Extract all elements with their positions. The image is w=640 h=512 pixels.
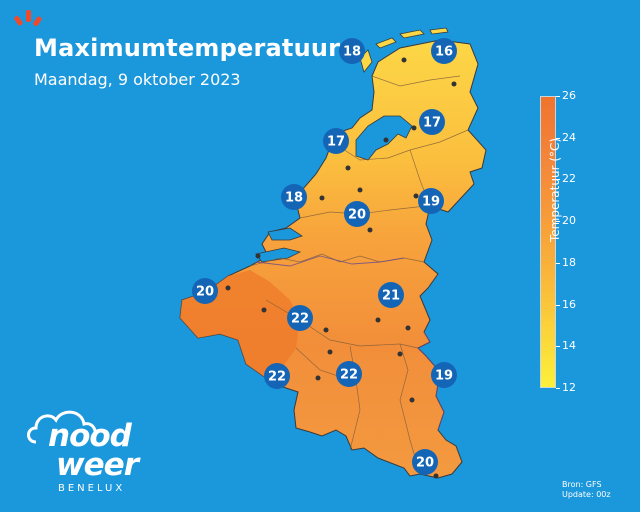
temperature-value: 22 xyxy=(268,370,286,385)
colorbar-label: Temperatuur (°C) xyxy=(548,137,562,242)
country-borders xyxy=(255,255,445,431)
temperature-marker xyxy=(418,188,444,214)
temperature-value: 22 xyxy=(291,312,309,327)
temperature-value: 19 xyxy=(435,369,453,384)
temperature-value: 16 xyxy=(435,45,453,60)
temperature-marker xyxy=(378,282,404,308)
update-line: Update: 00z xyxy=(562,490,611,499)
temperature-marker xyxy=(287,305,313,331)
map-subtitle: Maandag, 9 oktober 2023 xyxy=(34,70,241,89)
colorbar-tick-label: 26 xyxy=(562,89,576,102)
colorbar-tickmark xyxy=(556,262,560,264)
temperature-value: 18 xyxy=(343,45,361,60)
temperature-marker xyxy=(412,449,438,475)
colorbar-tick-label: 18 xyxy=(562,255,576,269)
temperature-marker xyxy=(419,109,445,135)
island-terschelling xyxy=(399,29,425,39)
source-credit: Bron: GFS Update: 00z xyxy=(562,480,611,500)
brand-weer: weer xyxy=(56,447,139,483)
colorbar-tick-label: 16 xyxy=(562,297,576,311)
colorbar-tick-label: 20 xyxy=(562,214,576,228)
colorbar-tick-label: 12 xyxy=(562,381,576,394)
temperature-marker xyxy=(344,201,370,227)
temperature-value: 19 xyxy=(422,195,440,210)
island-ameland xyxy=(429,27,449,35)
temperature-value: 20 xyxy=(416,456,434,471)
temperature-marker xyxy=(336,361,362,387)
temperature-marker xyxy=(281,184,307,210)
temperature-value: 22 xyxy=(340,368,358,383)
temperature-marker xyxy=(431,362,457,388)
temperature-marker xyxy=(192,278,218,304)
cloud-logo-icon xyxy=(27,410,97,444)
temperature-value: 17 xyxy=(423,116,441,131)
zeeland-water-2 xyxy=(255,247,302,263)
temperature-marker xyxy=(323,128,349,154)
temperature-value: 17 xyxy=(327,135,345,150)
temperature-marker xyxy=(431,38,457,64)
temperature-value: 20 xyxy=(348,208,366,223)
colorbar-tickmark xyxy=(556,96,560,97)
colorbar-tickmark xyxy=(556,137,560,139)
map-title: Maximumtemperatuur xyxy=(34,34,341,62)
temperature-value: 18 xyxy=(285,191,303,206)
city-dots xyxy=(225,57,457,479)
source-line: Bron: GFS xyxy=(562,480,602,489)
island-vlieland xyxy=(375,37,397,49)
temperature-colorbar xyxy=(540,96,556,388)
temperature-value: 21 xyxy=(382,289,400,304)
temperature-marker xyxy=(339,38,365,64)
brand-nood: nood xyxy=(48,418,132,454)
colorbar-tickmark xyxy=(556,388,560,389)
colorbar-tickmark xyxy=(556,304,560,306)
sun-burst-icon xyxy=(14,10,42,27)
temperature-markers: 18 16 17 17 18 20 19 20 21 22 22 22 19 20 xyxy=(192,38,457,475)
brand-benelux: BENELUX xyxy=(58,483,126,494)
colorbar-tick-label: 14 xyxy=(562,339,576,353)
colorbar-tick-label: 24 xyxy=(562,130,576,144)
temperature-marker xyxy=(264,363,290,389)
colorbar-tick-label: 22 xyxy=(562,172,576,186)
temperature-value: 20 xyxy=(196,285,214,300)
colorbar-tickmark xyxy=(556,179,560,181)
zeeland-water xyxy=(267,227,303,241)
colorbar-tickmark xyxy=(556,221,560,223)
colorbar-tickmark xyxy=(556,346,560,348)
